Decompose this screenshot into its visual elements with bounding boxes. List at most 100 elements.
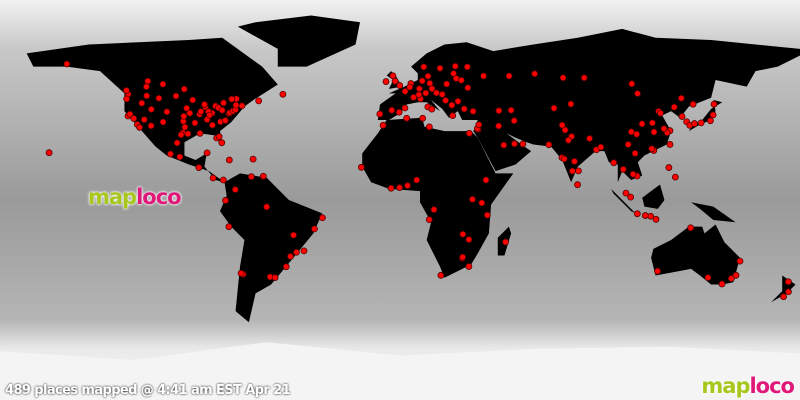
place-marker	[209, 121, 216, 129]
place-marker	[319, 214, 326, 222]
place-marker	[436, 64, 444, 72]
place-marker	[147, 105, 155, 113]
place-marker	[634, 90, 641, 97]
place-marker	[143, 83, 150, 91]
place-marker	[736, 257, 744, 265]
place-marker	[186, 109, 194, 117]
land-south-america	[220, 173, 323, 323]
place-marker	[459, 230, 467, 238]
place-marker	[249, 155, 257, 163]
logo-part-loco: loco	[136, 185, 182, 209]
place-marker	[463, 63, 471, 71]
place-marker	[574, 181, 581, 189]
place-marker	[460, 105, 468, 113]
place-marker	[465, 129, 473, 137]
place-marker	[732, 271, 740, 279]
place-marker	[689, 100, 697, 108]
place-marker	[629, 170, 637, 178]
place-marker	[138, 99, 146, 107]
place-marker	[222, 197, 229, 204]
place-marker	[727, 275, 735, 282]
place-marker	[502, 238, 509, 246]
place-marker	[430, 206, 438, 213]
place-marker	[478, 199, 486, 207]
place-marker	[201, 101, 208, 108]
place-marker	[475, 121, 483, 129]
place-marker	[404, 182, 411, 189]
place-marker	[633, 130, 641, 138]
place-marker	[586, 135, 593, 142]
place-marker	[382, 78, 390, 85]
place-marker	[225, 156, 233, 164]
logo-part-map: map	[88, 185, 137, 209]
place-marker	[425, 123, 433, 131]
place-marker	[415, 85, 423, 93]
place-marker	[697, 119, 705, 127]
place-marker	[379, 121, 387, 129]
place-marker	[687, 224, 695, 232]
place-marker	[464, 84, 472, 92]
place-marker	[396, 82, 404, 89]
place-marker	[448, 101, 456, 109]
maploco-logo-corner[interactable]: maploco	[701, 374, 795, 398]
place-marker	[271, 274, 279, 281]
place-marker	[469, 195, 476, 203]
place-marker	[395, 108, 403, 116]
place-marker	[457, 76, 465, 84]
place-marker	[238, 102, 246, 110]
place-marker	[425, 216, 433, 223]
place-marker	[560, 155, 568, 163]
place-marker	[184, 130, 192, 138]
place-marker	[561, 126, 569, 134]
place-marker	[650, 128, 658, 136]
place-marker	[143, 92, 151, 100]
place-marker	[483, 211, 491, 219]
place-marker	[428, 105, 436, 113]
place-marker	[173, 139, 181, 147]
place-marker	[123, 95, 131, 103]
place-marker	[259, 172, 267, 180]
place-marker	[215, 133, 223, 141]
logo-part-loco: loco	[749, 374, 795, 398]
place-marker	[311, 225, 318, 233]
place-marker	[649, 119, 656, 127]
place-marker	[567, 100, 575, 108]
place-marker	[666, 141, 674, 148]
place-marker	[638, 120, 646, 128]
place-marker	[282, 263, 290, 271]
place-marker	[665, 164, 673, 171]
place-marker	[388, 106, 396, 114]
land-africa	[362, 117, 514, 278]
place-marker	[633, 210, 641, 218]
place-marker	[652, 215, 660, 223]
place-marker	[191, 119, 199, 127]
place-marker	[144, 77, 152, 85]
place-marker	[300, 247, 308, 255]
land-eurasia	[377, 28, 800, 198]
place-marker	[401, 87, 409, 95]
place-marker	[670, 103, 678, 111]
maploco-logo[interactable]: maploco	[88, 185, 182, 209]
place-marker	[505, 72, 513, 80]
place-marker	[571, 157, 578, 165]
place-marker	[624, 141, 632, 148]
place-marker	[172, 92, 180, 100]
place-marker	[510, 117, 518, 125]
place-marker	[657, 109, 664, 117]
status-text: 489 places mapped @ 4:41 am EST Apr 21	[5, 383, 291, 398]
place-marker	[507, 106, 515, 114]
land-greenland	[237, 15, 360, 67]
place-marker	[424, 72, 432, 80]
land-new-guinea	[691, 202, 736, 223]
place-marker	[189, 96, 197, 104]
place-marker	[387, 184, 395, 192]
place-marker	[519, 140, 527, 148]
place-marker	[415, 91, 423, 99]
place-marker	[159, 80, 167, 88]
place-marker	[437, 271, 445, 279]
land-borneo	[642, 184, 665, 209]
place-marker	[140, 116, 148, 123]
place-marker	[406, 83, 414, 91]
place-marker	[648, 145, 656, 153]
